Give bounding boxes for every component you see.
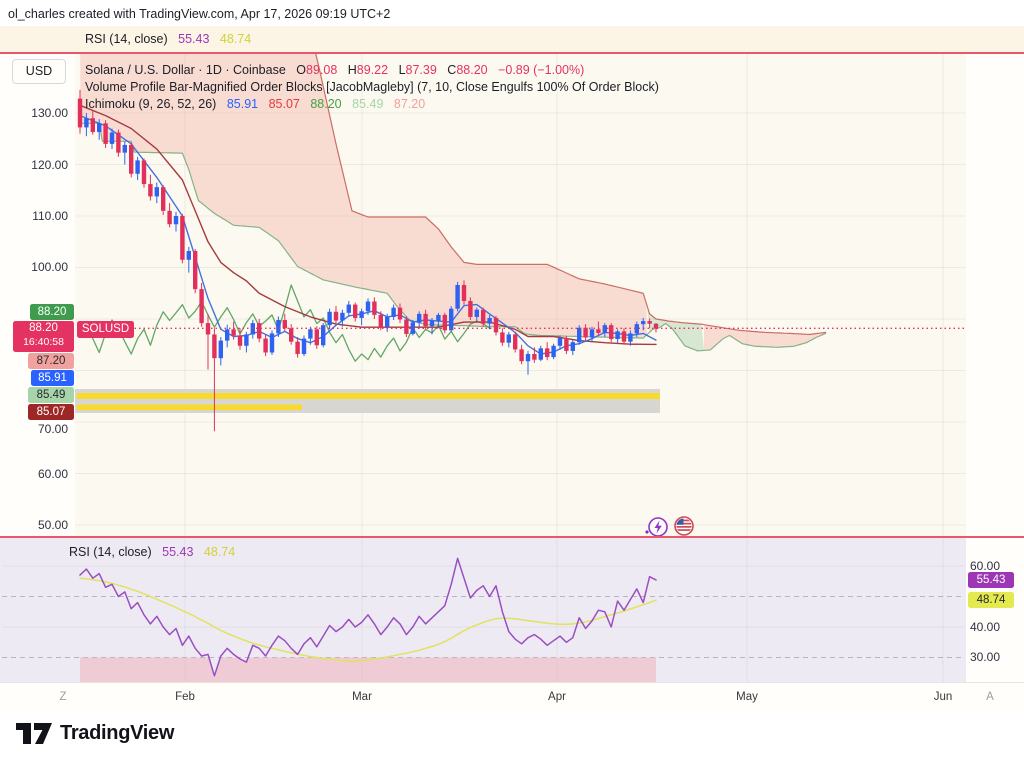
- current-price-badge: 88.20 16:40:58: [13, 321, 74, 352]
- rsi-pane-value: 55.43: [162, 545, 194, 559]
- current-price-value: 88.20: [29, 322, 58, 334]
- price-label: 110.00: [32, 208, 68, 223]
- ichimoku-legend[interactable]: Ichimoku (9, 26, 52, 26) 85.91 85.07 88.…: [85, 97, 425, 111]
- low-value: 87.39: [405, 63, 437, 77]
- ichimoku-lagging-value: 88.20: [310, 97, 342, 111]
- rsi-pane-label: RSI (14, close): [69, 545, 152, 559]
- time-axis-label: Mar: [352, 691, 372, 703]
- ichimoku-leada-value: 85.49: [352, 97, 384, 111]
- tradingview-logo[interactable]: TradingView: [16, 722, 174, 745]
- change-value: −0.89 (−1.00%): [498, 63, 585, 77]
- main-pane-background: [75, 53, 966, 537]
- symbol-title: Solana / U.S. Dollar · 1D · Coinbase: [85, 63, 286, 77]
- tradingview-logo-text: TradingView: [60, 722, 175, 744]
- low-label: L: [398, 63, 406, 77]
- attribution: ol_charles created with TradingView.com,…: [8, 7, 391, 21]
- rsi-value-badge: 55.43: [968, 572, 1014, 588]
- time-axis[interactable]: Z Feb Mar Apr May Jun A: [0, 682, 1024, 713]
- pane-separator-top[interactable]: [0, 52, 1024, 54]
- high-value: 89.22: [356, 63, 389, 77]
- rsi-ma-value-badge: 48.74: [968, 592, 1014, 608]
- time-axis-label: Apr: [548, 691, 566, 703]
- right-margin-area: [966, 53, 1024, 537]
- conversion-price-badge: 85.91: [31, 370, 74, 386]
- rsi-axis-label: 30.00: [970, 650, 1001, 664]
- price-label: 70.00: [37, 422, 68, 436]
- price-label: 100.00: [31, 259, 68, 274]
- rsi-strip-value: 55.43: [178, 32, 210, 46]
- open-label: O: [296, 63, 306, 77]
- base-price-badge: 85.07: [28, 404, 74, 420]
- time-axis-label: Feb: [175, 691, 195, 703]
- time-axis-label: Jun: [933, 691, 953, 703]
- close-value: 88.20: [456, 63, 488, 77]
- lagging-price-badge: 88.20: [30, 304, 74, 320]
- rsi-axis-area[interactable]: [966, 538, 1024, 682]
- open-value: 89.08: [306, 63, 338, 77]
- price-label: 130.00: [31, 106, 68, 120]
- ichimoku-leadb-value: 87.20: [393, 97, 426, 111]
- close-label: C: [447, 63, 457, 77]
- lightning-event-icon[interactable]: [645, 517, 668, 537]
- rsi-pane-ma-value: 48.74: [203, 545, 236, 559]
- rsi-strip[interactable]: RSI (14, close) 55.43 48.74: [0, 26, 1024, 53]
- leada-price-badge: 85.49: [28, 387, 74, 403]
- high-label: H: [347, 63, 357, 77]
- leadb-price-badge: 87.20: [28, 353, 74, 369]
- currency-button[interactable]: USD: [12, 59, 66, 84]
- price-axis-area[interactable]: [0, 53, 75, 537]
- tradingview-logo-icon: [16, 722, 52, 744]
- ichimoku-conversion-value: 85.91: [226, 97, 259, 111]
- rsi-axis-label: 60.00: [970, 559, 1001, 573]
- main-chart-svg[interactable]: [0, 53, 1024, 537]
- price-label: 120.00: [31, 157, 68, 172]
- rsi-axis-label: 40.00: [970, 620, 1001, 634]
- symbol-legend[interactable]: Solana / U.S. Dollar · 1D · Coinbase O89…: [85, 63, 584, 77]
- rsi-pane-legend[interactable]: RSI (14, close) 55.43 48.74: [69, 545, 235, 559]
- pane-separator-bottom[interactable]: [0, 536, 1024, 538]
- volume-profile-legend[interactable]: Volume Profile Bar-Magnified Order Block…: [85, 80, 659, 94]
- event-markers[interactable]: [641, 515, 701, 546]
- rsi-strip-legend: RSI (14, close) 55.43 48.74: [85, 32, 251, 46]
- time-axis-label: May: [736, 691, 758, 703]
- ichimoku-name: Ichimoku (9, 26, 52, 26): [85, 97, 217, 111]
- ichimoku-base-value: 85.07: [268, 97, 300, 111]
- rsi-chart-svg[interactable]: [0, 538, 1024, 682]
- price-label: 60.00: [37, 466, 68, 481]
- time-axis-label: Z: [59, 691, 67, 703]
- rsi-strip-label: RSI (14, close): [85, 32, 168, 46]
- us-flag-event-icon[interactable]: [674, 516, 694, 536]
- bar-countdown: 16:40:58: [23, 336, 64, 348]
- symbol-tag: SOLUSD: [77, 321, 134, 338]
- price-label: 50.00: [37, 518, 68, 532]
- rsi-ma-strip-value: 48.74: [219, 32, 252, 46]
- time-axis-label: A: [986, 691, 994, 703]
